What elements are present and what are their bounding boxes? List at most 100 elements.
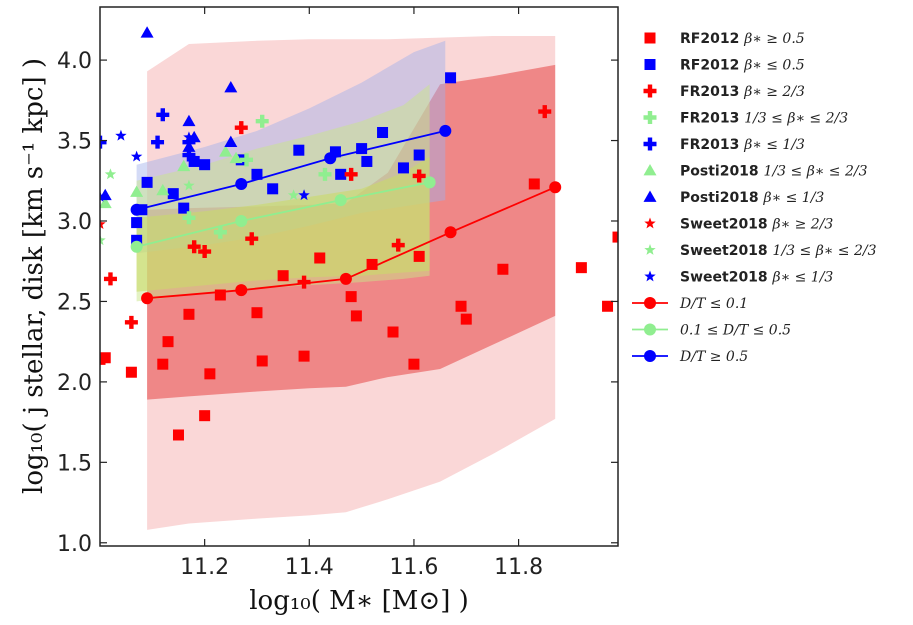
point-rf2012-0-8 [214, 289, 226, 301]
trend-lines [130, 124, 562, 305]
y-tick-label: 3.5 [57, 130, 92, 155]
point-rf2012-0-4 [172, 429, 184, 441]
trend-point-2-3 [439, 124, 452, 137]
point-posti2018-5-3 [177, 159, 191, 172]
legend-entry: Posti2018 1/3 ≤ β∗ ≤ 2/3 [643, 164, 868, 180]
point-fr2013-4-4 [182, 148, 196, 162]
legend-entry: Sweet2018 β∗ ≤ 1/3 [644, 270, 833, 286]
point-fr2013-4-2 [156, 108, 170, 122]
point-rf2012-1-6 [199, 159, 211, 171]
x-axis-title: log₁₀( M∗ [M⊙] ) [249, 586, 469, 616]
data-points [100, 26, 618, 441]
point-posti2018-5-1 [130, 185, 144, 197]
legend-entry: RF2012 β∗ ≥ 0.5 [644, 31, 805, 47]
point-rf2012-0-17 [387, 326, 399, 338]
point-fr2013-4-0 [100, 135, 107, 149]
x-axis-ticks: 11.2 11.4 11.6 11.8 [180, 7, 543, 580]
legend-label: Sweet2018 1/3 ≤ β∗ ≤ 2/3 [680, 243, 877, 259]
point-posti2018-6-1 [182, 114, 196, 127]
point-rf2012-1-18 [445, 72, 457, 84]
trend-point-1-1 [235, 214, 248, 227]
legend-line-marker [644, 323, 656, 336]
point-posti2018-6-6 [100, 188, 112, 201]
y-tick-label: 1.5 [57, 451, 92, 476]
point-sweet2018-7-0 [100, 218, 106, 230]
trend-line-1 [136, 181, 430, 248]
point-rf2012-0-12 [298, 350, 310, 362]
point-rf2012-1-15 [377, 126, 389, 138]
point-rf2012-0-21 [460, 313, 472, 325]
point-rf2012-0-9 [251, 307, 263, 319]
legend-label: 0.1 ≤ D/T ≤ 0.5 [680, 323, 791, 339]
legend-entry: 0.1 ≤ D/T ≤ 0.5 [632, 323, 791, 339]
legend-marker [643, 111, 657, 124]
legend-marker [644, 32, 656, 44]
trend-point-0-1 [235, 284, 248, 297]
point-rf2012-1-9 [267, 183, 279, 195]
legend-label: FR2013 β∗ ≥ 2/3 [680, 84, 805, 100]
point-fr2013-2-0 [103, 272, 117, 286]
point-rf2012-1-1 [131, 234, 143, 246]
legend-marker [644, 59, 656, 70]
legend-entry: Sweet2018 β∗ ≥ 2/3 [644, 217, 833, 233]
trend-point-2-0 [130, 203, 143, 216]
point-rf2012-1-17 [413, 149, 425, 161]
trend-point-2-1 [235, 177, 248, 190]
point-posti2018-6-4 [224, 135, 238, 148]
legend-label: D/T ≥ 0.5 [679, 349, 748, 365]
point-sweet2018-8-2 [287, 189, 300, 201]
point-rf2012-0-13 [314, 252, 326, 264]
x-tick-label: 11.4 [285, 555, 334, 580]
trend-point-0-3 [444, 226, 457, 239]
y-tick-label: 3.0 [57, 210, 92, 235]
point-posti2018-5-5 [229, 151, 243, 164]
x-tick-label: 11.6 [389, 555, 438, 580]
point-posti2018-6-5 [182, 140, 196, 152]
band-green-outer [136, 84, 430, 302]
y-tick-label: 1.0 [57, 532, 92, 557]
legend-label: Posti2018 1/3 ≤ β∗ ≤ 2/3 [680, 164, 868, 180]
point-fr2013-2-8 [391, 238, 405, 252]
x-tick-label: 11.8 [494, 555, 543, 580]
point-sweet2018-9-2 [183, 131, 195, 143]
legend-label: Posti2018 β∗ ≤ 1/3 [680, 190, 824, 206]
point-posti2018-6-0 [140, 26, 154, 38]
point-fr2013-3-4 [318, 167, 332, 181]
point-fr2013-3-3 [255, 114, 269, 128]
point-rf2012-0-14 [345, 291, 357, 303]
point-rf2012-0-26 [612, 231, 618, 243]
point-rf2012-0-6 [199, 410, 211, 422]
legend-marker [643, 137, 657, 151]
legend-marker [644, 217, 656, 229]
legend-entry: Sweet2018 1/3 ≤ β∗ ≤ 2/3 [644, 243, 877, 259]
point-rf2012-0-18 [408, 358, 420, 370]
plot-frame [99, 6, 619, 547]
legend-line-marker [644, 297, 656, 309]
point-posti2018-5-2 [156, 183, 170, 196]
legend-entry: RF2012 β∗ ≤ 0.5 [644, 58, 805, 74]
legend-label: RF2012 β∗ ≥ 0.5 [680, 31, 805, 47]
point-fr2013-3-1 [213, 225, 227, 239]
point-rf2012-1-8 [251, 168, 263, 180]
trend-point-0-4 [549, 181, 562, 194]
legend-line-marker [644, 350, 656, 362]
legend-label: RF2012 β∗ ≤ 0.5 [680, 58, 805, 74]
point-posti2018-6-3 [224, 80, 238, 93]
point-rf2012-0-20 [455, 300, 467, 312]
point-rf2012-0-7 [204, 368, 216, 380]
point-fr2013-4-1 [151, 135, 165, 149]
trend-point-1-3 [423, 176, 436, 189]
point-rf2012-1-14 [361, 155, 373, 167]
point-rf2012-0-3 [162, 336, 174, 348]
point-rf2012-0-25 [602, 300, 614, 312]
point-sweet2018-9-4 [100, 190, 106, 202]
point-sweet2018-8-0 [100, 234, 106, 246]
legend-entry: FR2013 β∗ ≥ 2/3 [643, 84, 805, 100]
point-rf2012-0-10 [256, 355, 268, 367]
point-rf2012-0-24 [575, 262, 587, 274]
point-sweet2018-8-3 [183, 179, 195, 191]
trend-line-2 [136, 130, 446, 211]
x-tick-label: 11.2 [180, 555, 229, 580]
point-rf2012-1-10 [293, 144, 305, 156]
